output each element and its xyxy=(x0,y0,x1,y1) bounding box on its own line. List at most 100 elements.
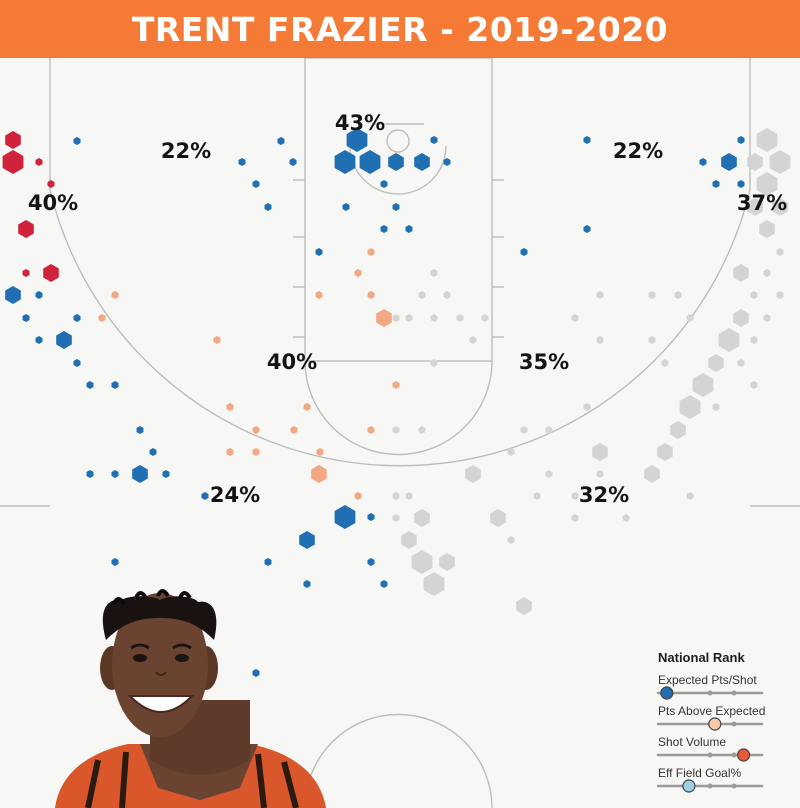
legend-marker xyxy=(708,717,722,731)
legend-item-label: Pts Above Expected xyxy=(658,704,765,718)
chart-title: TRENT FRAZIER - 2019-2020 xyxy=(131,9,669,49)
shot-hex xyxy=(776,248,784,256)
shot-hex xyxy=(670,421,686,439)
zone-label: 43% xyxy=(335,111,385,135)
shot-hex xyxy=(316,448,324,456)
zone-label: 22% xyxy=(613,139,663,163)
shot-hex xyxy=(252,669,260,677)
shot-hex xyxy=(507,536,515,544)
legend-marker xyxy=(736,748,751,762)
shot-hex xyxy=(277,137,285,145)
shot-hex xyxy=(303,580,311,588)
shot-hex xyxy=(252,426,260,434)
shot-hex xyxy=(299,531,315,549)
shot-hex xyxy=(465,465,481,483)
shot-hex xyxy=(359,150,381,174)
title-banner: TRENT FRAZIER - 2019-2020 xyxy=(0,0,800,58)
court-lines xyxy=(0,57,800,808)
legend-track-dot xyxy=(707,690,713,696)
shot-hex xyxy=(2,150,24,174)
shot-hex xyxy=(73,359,81,367)
shot-hex xyxy=(763,269,771,277)
shot-hex xyxy=(516,597,532,615)
shot-hex xyxy=(721,153,737,171)
shot-hex xyxy=(456,314,464,322)
shot-hex xyxy=(469,336,477,344)
shot-hex xyxy=(376,309,392,327)
shot-hex xyxy=(686,314,694,322)
shot-hex xyxy=(392,514,400,522)
shot-hex xyxy=(342,203,350,211)
shot-hex xyxy=(35,158,43,166)
shot-hex xyxy=(674,291,682,299)
shot-hex xyxy=(367,558,375,566)
shot-hex xyxy=(315,291,323,299)
shot-hex xyxy=(718,328,740,352)
shot-hex xyxy=(22,269,30,277)
shot-hex xyxy=(136,426,144,434)
shot-hex xyxy=(686,492,694,500)
shot-hex xyxy=(750,336,758,344)
shot-hex xyxy=(712,180,720,188)
legend-track-dot xyxy=(707,752,713,758)
shot-hex xyxy=(418,291,426,299)
shot-hex xyxy=(367,426,375,434)
shot-hex xyxy=(264,558,272,566)
shot-hex xyxy=(644,465,660,483)
shot-hex xyxy=(443,291,451,299)
legend-item-label: Eff Field Goal% xyxy=(658,766,741,780)
shot-hex xyxy=(111,381,119,389)
smile xyxy=(127,695,195,713)
shot-hex xyxy=(132,465,148,483)
zone-label: 22% xyxy=(161,139,211,163)
shot-hex xyxy=(86,381,94,389)
shot-hex xyxy=(507,448,515,456)
shot-hex xyxy=(418,426,426,434)
legend-title: National Rank xyxy=(658,650,745,665)
shot-hex xyxy=(22,314,30,322)
shot-hex xyxy=(380,580,388,588)
center-circle xyxy=(304,713,493,808)
shot-hex xyxy=(747,153,763,171)
shot-hex xyxy=(439,553,455,571)
shot-hex xyxy=(772,198,788,216)
shot-hex xyxy=(86,470,94,478)
legend-track-dot xyxy=(731,721,737,727)
shot-hex xyxy=(35,336,43,344)
shot-hex xyxy=(226,448,234,456)
shot-hex xyxy=(648,336,656,344)
shot-hex xyxy=(252,180,260,188)
legend-track-dot xyxy=(731,690,737,696)
shot-hex xyxy=(47,180,55,188)
shot-hex xyxy=(737,136,745,144)
shot-hex xyxy=(776,291,784,299)
shot-hex xyxy=(18,220,34,238)
eyebrows xyxy=(130,643,192,650)
free-throw-circle xyxy=(304,360,493,456)
shot-hex xyxy=(571,314,579,322)
shot-hex xyxy=(490,509,506,527)
shot-hex xyxy=(354,269,362,277)
shot-hex xyxy=(392,203,400,211)
shot-hex xyxy=(289,158,297,166)
legend: National Rank Expected Pts/Shot Pts Above … xyxy=(656,650,765,793)
shot-hex xyxy=(679,395,701,419)
legend-marker xyxy=(660,686,674,700)
shot-hex xyxy=(699,158,707,166)
shot-hex xyxy=(756,172,778,196)
shot-hex xyxy=(712,403,720,411)
shot-hex xyxy=(733,264,749,282)
shot-hex xyxy=(43,264,59,282)
shot-hex xyxy=(423,572,445,596)
shot-hex xyxy=(73,137,81,145)
shot-hex xyxy=(201,492,209,500)
shot-hex xyxy=(571,492,579,500)
shot-hex xyxy=(405,225,413,233)
shot-hex xyxy=(252,448,260,456)
left-eye xyxy=(133,654,147,662)
shot-hex xyxy=(657,443,673,461)
shot-hex xyxy=(367,248,375,256)
legend-item-label: Expected Pts/Shot xyxy=(658,673,757,687)
